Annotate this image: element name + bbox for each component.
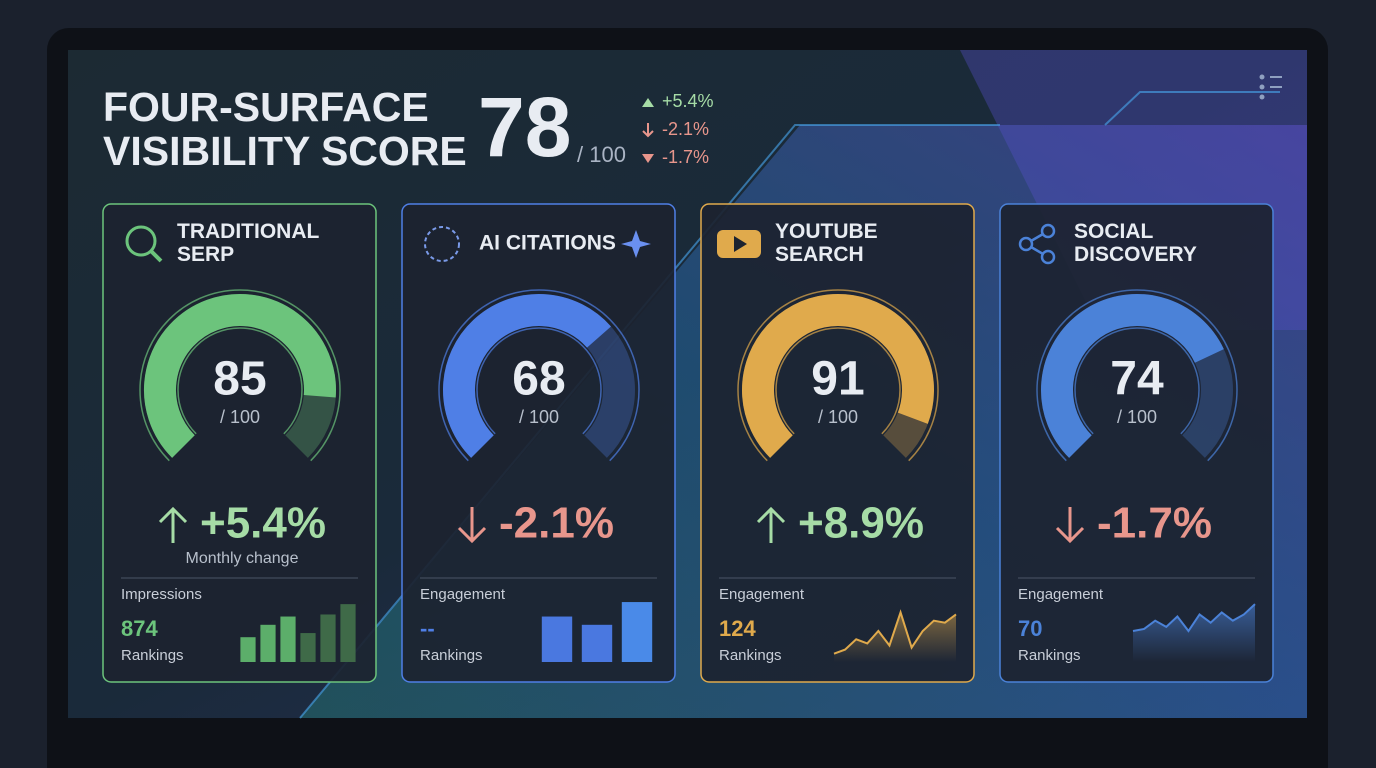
overall-max: / 100: [577, 142, 626, 167]
change-note: Monthly change: [186, 550, 299, 567]
arrow-icon: [1055, 507, 1085, 544]
icon: [1040, 249, 1056, 265]
delta: +5.4%: [662, 91, 714, 111]
rankings-label: Rankings: [420, 647, 483, 664]
spark-bar: [320, 614, 336, 662]
icon: [1030, 232, 1044, 256]
metric-label: Impressions: [121, 586, 202, 603]
gauge-value: 91: [811, 353, 864, 406]
gauge-fill: [1041, 294, 1224, 458]
title: VISIBILITY SCORE: [103, 128, 467, 174]
card-title: SEARCH: [775, 243, 864, 266]
metric-label: Engagement: [420, 586, 506, 603]
gauge-fill: [742, 294, 934, 458]
spark-line: [833, 609, 957, 655]
gauge-outline: [438, 289, 640, 462]
gauge-inner: [177, 327, 303, 435]
spark-bar: [240, 637, 256, 662]
metric-value: 874: [121, 616, 158, 641]
gauge-inner: [476, 327, 602, 435]
icon: [734, 236, 747, 252]
gauge-inner: [775, 327, 901, 435]
card-title: TRADITIONAL: [177, 220, 319, 243]
arrow-icon: [642, 123, 654, 138]
gauge-outline: [139, 289, 341, 462]
gauge-inner: [1074, 327, 1200, 435]
gauge-outline: [1036, 289, 1238, 462]
arrow-icon: [642, 154, 654, 163]
metric-value: 70: [1018, 616, 1042, 641]
spark-bar: [300, 633, 316, 662]
spark-bar: [621, 602, 653, 662]
metric-label: Engagement: [1018, 586, 1104, 603]
title: FOUR-SURFACE: [103, 84, 429, 130]
icon: [125, 225, 157, 257]
card: AI CITATIONS 68/ 100 -2.1% Engagement -- Rank…: [401, 203, 676, 683]
gauge-value: 85: [213, 353, 266, 406]
spark-bar: [340, 604, 356, 662]
gauge-max: / 100: [519, 407, 559, 427]
spark-bar: [581, 624, 613, 662]
change: +8.9%: [798, 499, 924, 548]
gauge-value: 68: [512, 353, 565, 406]
change: +5.4%: [200, 499, 326, 548]
spark-area: [1133, 604, 1255, 662]
arrow-icon: [457, 507, 487, 544]
delta: -1.7%: [662, 147, 709, 167]
rankings-label: Rankings: [121, 647, 184, 664]
arrow-icon: [158, 506, 188, 543]
metric-label: Engagement: [719, 586, 805, 603]
gauge-outline: [737, 289, 939, 462]
metric-value: --: [420, 616, 435, 641]
arrow-icon: [642, 98, 654, 107]
icon: [149, 249, 163, 263]
rankings-label: Rankings: [719, 647, 782, 664]
spark-bar: [260, 624, 276, 662]
card-frame: [999, 203, 1274, 683]
icon: [1018, 236, 1034, 252]
icon: [1040, 223, 1056, 239]
change: -1.7%: [1097, 499, 1212, 548]
gauge-max: / 100: [220, 407, 260, 427]
card-title: AI CITATIONS: [479, 232, 616, 255]
gauge-value: 74: [1110, 353, 1164, 406]
card-title: SOCIAL: [1074, 220, 1154, 243]
spark-bar: [280, 616, 296, 662]
card-title: YOUTUBE: [775, 220, 878, 243]
gauge-fill: [144, 294, 336, 458]
card-frame: [700, 203, 975, 683]
icon: [621, 230, 651, 258]
gauge-max: / 100: [818, 407, 858, 427]
metric-value: 124: [719, 616, 756, 641]
card-title: SERP: [177, 243, 234, 266]
icon: [424, 226, 460, 262]
rankings-label: Rankings: [1018, 647, 1081, 664]
spark-line: [1132, 603, 1256, 633]
change: -2.1%: [499, 499, 614, 548]
accent-line: [1104, 91, 1280, 126]
gauge-max: / 100: [1117, 407, 1157, 427]
card-frame: [102, 203, 377, 683]
overall-score: 78: [478, 80, 571, 174]
arrow-icon: [756, 506, 786, 543]
gauge-fill: [443, 294, 611, 458]
delta: -2.1%: [662, 119, 709, 139]
spark-area: [834, 612, 956, 662]
menu-icon: [1259, 74, 1282, 100]
spark-bar: [541, 616, 573, 662]
card-title: DISCOVERY: [1074, 243, 1197, 266]
